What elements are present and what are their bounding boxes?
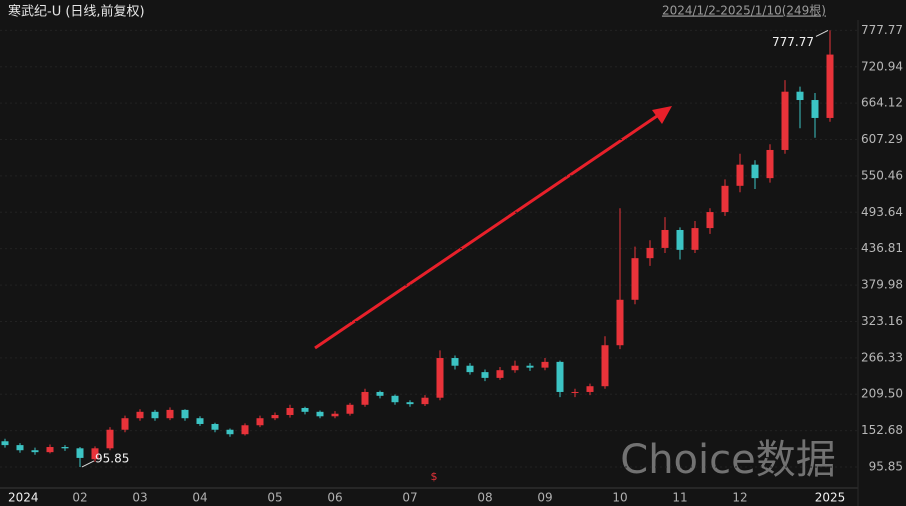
candle-body: [706, 212, 714, 229]
watermark: Choice数据: [620, 437, 835, 483]
y-tick-label: 95.85: [869, 459, 903, 473]
min-pointer: [81, 460, 95, 468]
candle-body: [736, 164, 744, 186]
candle-body: [121, 418, 129, 430]
candle-body: [691, 228, 699, 250]
candle-body: [751, 164, 759, 179]
trend-arrow: [314, 106, 672, 350]
candle-body: [46, 447, 54, 453]
y-tick-label: 720.94: [861, 59, 903, 73]
candle-body: [61, 447, 69, 449]
candle-body: [181, 409, 189, 419]
y-tick-label: 664.12: [861, 96, 903, 110]
candle-body: [646, 247, 654, 259]
candle-body: [466, 365, 474, 373]
candle-body: [481, 372, 489, 378]
y-tick-label: 777.77: [861, 23, 903, 37]
candle-body: [196, 418, 204, 424]
candle-body: [91, 448, 99, 460]
candle-body: [361, 391, 369, 405]
candle-body: [256, 418, 264, 426]
date-range[interactable]: 2024/1/2-2025/1/10(249根): [662, 4, 826, 18]
x-tick-label: 04: [192, 491, 207, 505]
candle-body: [226, 429, 234, 435]
candle-body: [661, 229, 669, 248]
candle-body: [346, 404, 354, 414]
candle-body: [811, 100, 819, 118]
x-tick-label: 11: [672, 491, 687, 505]
x-tick-label: 2025: [815, 491, 846, 505]
y-tick-label: 266.33: [861, 350, 903, 364]
x-tick-label: 2024: [8, 491, 39, 505]
candle-body: [781, 91, 789, 150]
candle-body: [316, 411, 324, 417]
candle-body: [556, 361, 564, 392]
candle-body: [511, 365, 519, 371]
candle-body: [406, 402, 414, 405]
candle-body: [826, 54, 834, 118]
candle-body: [436, 358, 444, 398]
candle-body: [271, 415, 279, 419]
candle-body: [421, 397, 429, 405]
candle-body: [391, 395, 399, 403]
candle-body: [166, 409, 174, 419]
x-tick-label: 03: [132, 491, 147, 505]
x-tick-label: 12: [732, 491, 747, 505]
candle-body: [31, 450, 39, 453]
chart-title: 寒武纪-U (日线,前复权): [8, 4, 145, 20]
x-tick-label: 09: [537, 491, 552, 505]
x-tick-label: 02: [72, 491, 87, 505]
x-tick-label: 07: [402, 491, 417, 505]
candle-body: [616, 299, 624, 346]
y-tick-label: 436.81: [861, 241, 903, 255]
x-tick-label: 05: [267, 491, 282, 505]
candle-body: [376, 391, 384, 396]
candle-body: [136, 411, 144, 419]
x-tick-label: 10: [612, 491, 627, 505]
candle-body: [211, 423, 219, 430]
candle-body: [586, 386, 594, 392]
min-label: 95.85: [95, 451, 129, 465]
candle-body: [106, 429, 114, 449]
candle-body: [541, 361, 549, 368]
x-tick-label: 06: [327, 491, 342, 505]
max-label: 777.77: [772, 35, 814, 49]
candle-body: [721, 185, 729, 213]
candle-body: [766, 149, 774, 179]
candle-body: [301, 407, 309, 412]
max-pointer: [815, 29, 829, 37]
candle-body: [601, 345, 609, 387]
candle-body: [526, 365, 534, 368]
y-tick-label: 607.29: [861, 132, 903, 146]
candle-body: [241, 425, 249, 435]
candle-body: [151, 411, 159, 419]
candle-body: [16, 445, 24, 451]
x-tick-label: 08: [477, 491, 492, 505]
y-tick-label: 152.68: [861, 423, 903, 437]
candle-body: [571, 391, 579, 393]
y-tick-label: 550.46: [861, 168, 903, 182]
y-tick-label: 209.50: [861, 387, 903, 401]
candle-body: [451, 358, 459, 366]
event-marker[interactable]: $: [431, 470, 438, 483]
y-tick-label: 493.64: [861, 205, 903, 219]
candle-body: [796, 91, 804, 101]
candle-body: [76, 448, 84, 458]
y-tick-label: 379.98: [861, 278, 903, 292]
candle-body: [631, 258, 639, 300]
candle-body: [496, 370, 504, 378]
candle-body: [676, 229, 684, 250]
candle-body: [286, 407, 294, 416]
candle-body: [331, 413, 339, 417]
candle-body: [1, 441, 9, 446]
y-tick-label: 323.16: [861, 314, 903, 328]
